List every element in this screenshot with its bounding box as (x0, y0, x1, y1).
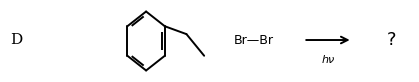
Text: ?: ? (387, 31, 397, 49)
Text: D: D (10, 33, 23, 47)
Text: Br—Br: Br—Br (234, 34, 274, 46)
Text: hν: hν (321, 55, 335, 65)
